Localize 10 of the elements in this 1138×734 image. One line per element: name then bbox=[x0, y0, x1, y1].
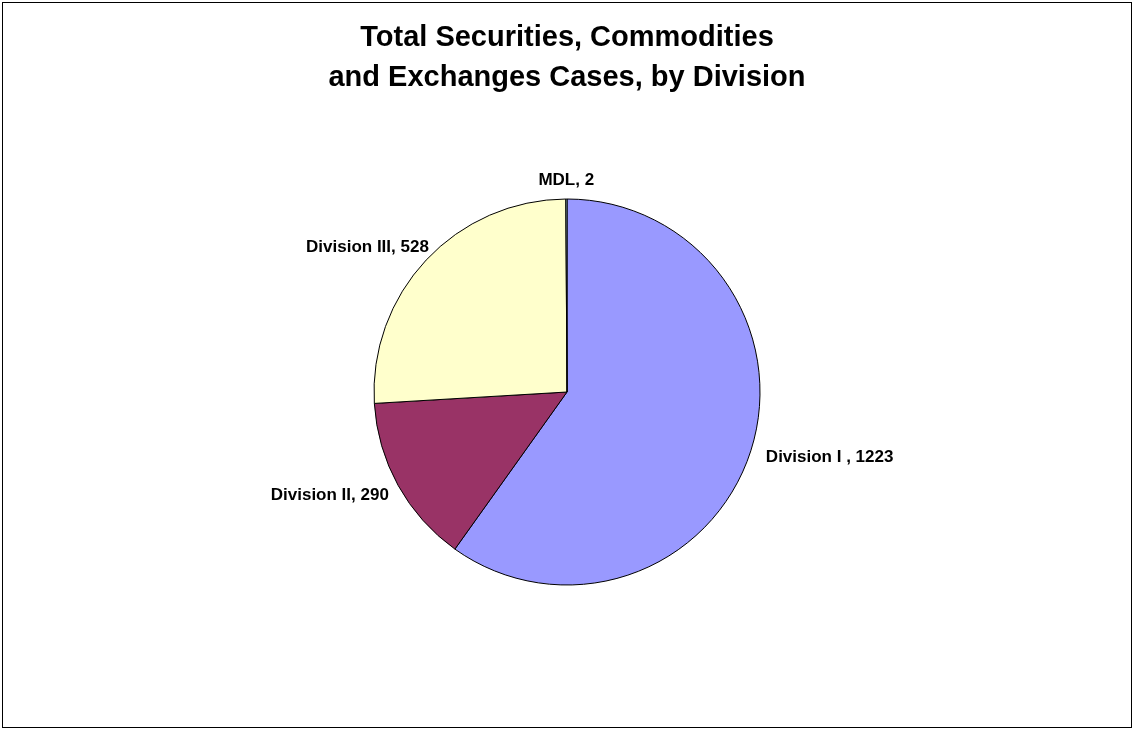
slice-label: MDL bbox=[538, 170, 576, 189]
data-label: , 2 bbox=[575, 170, 595, 189]
text: and Exchanges Cases, by Division bbox=[328, 60, 806, 92]
slice-label: Division I bbox=[765, 446, 842, 466]
data-label: , 290 bbox=[351, 484, 389, 504]
text: Total Securities, Commodities bbox=[360, 20, 774, 52]
slice-label: Division II bbox=[270, 484, 352, 504]
slice-label: Division III bbox=[306, 237, 392, 257]
data-label: , 1223 bbox=[846, 446, 894, 466]
data-label: , 528 bbox=[391, 237, 429, 257]
